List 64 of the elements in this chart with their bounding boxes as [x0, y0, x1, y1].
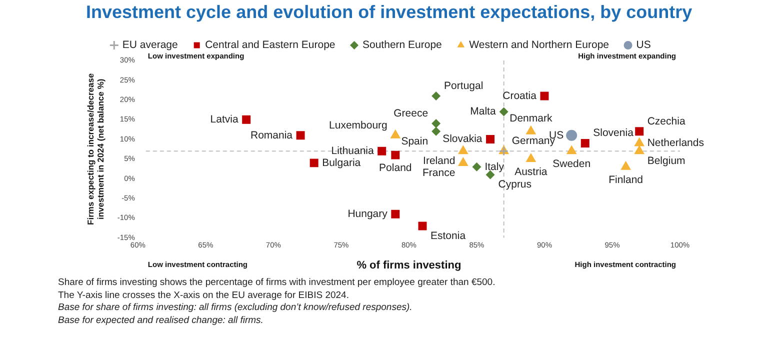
point: [391, 210, 400, 218]
annotation: Croatia: [502, 90, 537, 102]
annotation: Luxembourg: [329, 119, 388, 132]
point: [486, 135, 495, 144]
point: [566, 130, 578, 141]
point: [526, 153, 536, 162]
annotation: Lithuania: [331, 145, 374, 158]
annotation: Ireland: [423, 155, 456, 168]
point: [634, 137, 645, 146]
point: [432, 126, 441, 136]
point: [499, 107, 508, 116]
annotation: Portugal: [444, 80, 484, 92]
annotation: Bulgaria: [322, 156, 361, 169]
point: [472, 162, 482, 172]
annotation: Denmark: [510, 112, 553, 124]
point: [242, 115, 251, 124]
legend-label: US: [636, 39, 651, 52]
legend-label: Western and Northern Europe: [469, 39, 610, 52]
annotation: Italy: [484, 160, 505, 173]
point: [432, 119, 441, 128]
annotation: Romania: [250, 129, 293, 142]
point: [296, 131, 305, 140]
legend-label: Southern Europe: [362, 39, 442, 52]
x-axis-title: % of firms investing: [356, 259, 462, 272]
text: Share of firms investing shows the percentage of firms with investment per employee greater than €500.: [58, 277, 496, 290]
annotation: Czechia: [647, 115, 686, 128]
annotation: Sweden: [552, 158, 591, 170]
point: [634, 145, 645, 154]
point: [540, 92, 549, 100]
legend-label: Central and Eastern Europe: [205, 39, 336, 52]
chart-title: Investment cycle and evolution of investment expectations, by country: [85, 1, 694, 24]
annotation: Slovakia: [442, 133, 482, 146]
annotation: Malta: [470, 106, 496, 118]
text: The Y-axis line crosses the X-axis on the EU average for EIBIS 2024.: [58, 290, 350, 302]
annotation: Estonia: [430, 230, 466, 242]
text: Base for share of firms investing: all firms (excluding don’t know/refused responses).: [58, 302, 414, 314]
y-axis-title: Firms expecting to increase/decrease investment in 2024 (net balance %): [85, 73, 106, 225]
point: [580, 139, 590, 148]
annotation: Cyprus: [498, 178, 532, 191]
legend-label: EU average: [122, 39, 178, 52]
point: [620, 160, 631, 170]
point: [526, 125, 536, 134]
point: [310, 158, 318, 168]
point: [432, 91, 441, 100]
point: [635, 127, 644, 136]
annotation: Spain: [401, 135, 428, 148]
annotation: Poland: [379, 162, 412, 174]
point: [458, 145, 468, 154]
annotation: Finland: [608, 174, 644, 186]
annotation: Latvia: [210, 113, 238, 126]
annotation: Belgium: [647, 155, 686, 168]
annotation: Hungary: [348, 208, 388, 220]
point: [566, 145, 577, 154]
point: [390, 129, 401, 138]
annotation: Austria: [514, 166, 548, 178]
annotation: Netherlands: [647, 137, 704, 150]
annotation: Slovenia: [593, 127, 634, 140]
point: [378, 146, 386, 156]
point: [391, 150, 400, 160]
annotation: Greece: [394, 107, 428, 120]
point: [418, 222, 427, 230]
point: [458, 156, 468, 166]
text: Base for expected and realised change: all firms.: [58, 314, 264, 327]
annotation: France: [422, 166, 456, 179]
